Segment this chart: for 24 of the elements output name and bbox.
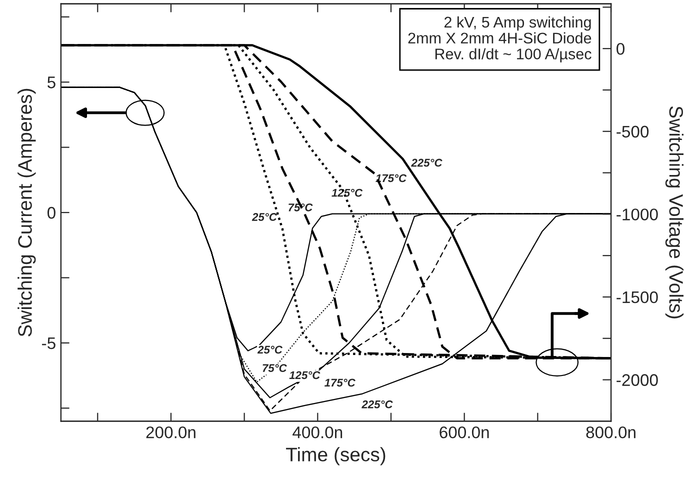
annotation: 25°C: [252, 213, 278, 221]
y-axis-title: Switching Current (Amperes): [18, 88, 36, 336]
y-tick-label: -5: [42, 338, 56, 350]
annotation: 175°C: [376, 174, 407, 182]
annotation: 225°C: [362, 400, 393, 408]
annotation: 225°C: [411, 158, 442, 167]
y2-tick-label: 0: [616, 42, 624, 55]
annotation: 175°C: [324, 378, 356, 387]
x-tick-label: 600.0n: [440, 426, 489, 438]
annotation: 2 kV, 5 Amp switching 2mm X 2mm 4H-SiC Diode Rev. dI/dt ~ 100 A/µsec: [408, 16, 592, 62]
y2-tick-label: -500: [616, 126, 649, 138]
y-tick-label: 0: [47, 206, 56, 219]
y2-axis-title: Switching Voltage (Volts): [665, 106, 684, 318]
annotation: 75°C: [288, 203, 313, 212]
x-tick-label: 200.0n: [146, 426, 196, 438]
annotation: 75°C: [262, 364, 287, 372]
x-axis-title: Time (secs): [286, 447, 386, 466]
annotation: 25°C: [257, 346, 283, 354]
y2-tick-label: -1000: [616, 208, 658, 220]
y2-tick-label: -2000: [616, 374, 658, 386]
x-tick-label: 400.0n: [292, 426, 342, 438]
y-tick-label: 5: [48, 76, 56, 88]
x-tick-label: 800.0n: [586, 426, 636, 438]
y2-tick-label: -1500: [616, 291, 658, 304]
